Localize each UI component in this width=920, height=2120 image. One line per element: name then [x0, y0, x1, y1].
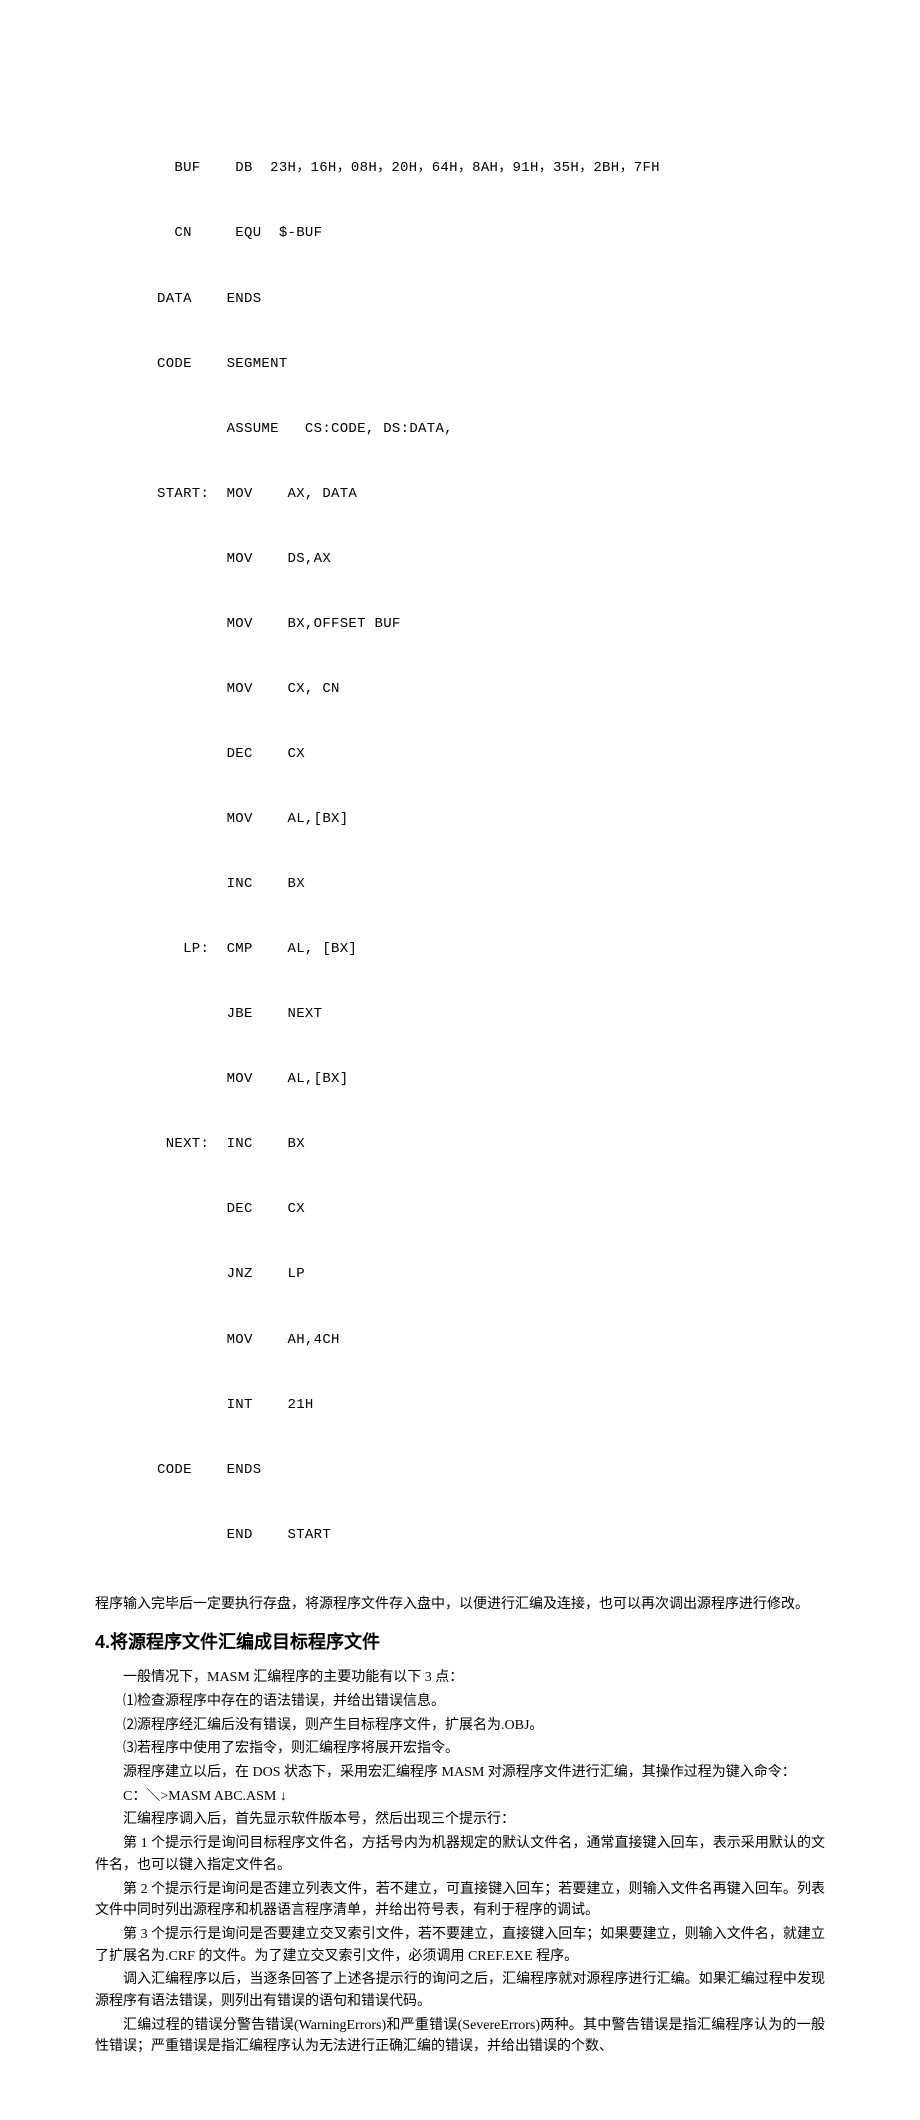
code-line: LP: CMP AL, [BX]	[95, 939, 825, 961]
body-paragraph: 汇编程序调入后，首先显示软件版本号，然后出现三个提示行：	[95, 1809, 825, 1831]
code-line: NEXT: INC BX	[95, 1134, 825, 1156]
code-line: BUF DB 23H，16H，08H，20H，64H，8AH，91H，35H，2…	[95, 158, 825, 180]
code-line: MOV AL,[BX]	[95, 1069, 825, 1091]
code-line: DEC CX	[95, 744, 825, 766]
code-line: END START	[95, 1525, 825, 1547]
code-line: CODE SEGMENT	[95, 354, 825, 376]
code-line: JNZ LP	[95, 1264, 825, 1286]
body-paragraph: ⑵源程序经汇编后没有错误，则产生目标程序文件，扩展名为.OBJ。	[95, 1715, 825, 1737]
body-paragraph: 第 2 个提示行是询问是否建立列表文件，若不建立，可直接键入回车；若要建立，则输…	[95, 1879, 825, 1922]
code-line: MOV CX, CN	[95, 679, 825, 701]
command-line: C：＼>MASM ABC.ASM ↓	[95, 1786, 825, 1808]
post-code-paragraph: 程序输入完毕后一定要执行存盘，将源程序文件存入盘中，以便进行汇编及连接，也可以再…	[95, 1594, 825, 1616]
document-page: BUF DB 23H，16H，08H，20H，64H，8AH，91H，35H，2…	[0, 0, 920, 2120]
code-line: DATA ENDS	[95, 289, 825, 311]
code-line: INC BX	[95, 874, 825, 896]
code-line: CN EQU $-BUF	[95, 223, 825, 245]
code-line: JBE NEXT	[95, 1004, 825, 1026]
body-paragraph: 第 3 个提示行是询问是否要建立交叉索引文件，若不要建立，直接键入回车；如果要建…	[95, 1924, 825, 1967]
body-paragraph: ⑴检查源程序中存在的语法错误，并给出错误信息。	[95, 1691, 825, 1713]
body-paragraph: 调入汇编程序以后，当逐条回答了上述各提示行的询问之后，汇编程序就对源程序进行汇编…	[95, 1969, 825, 2012]
body-paragraph: 一般情况下，MASM 汇编程序的主要功能有以下 3 点：	[95, 1667, 825, 1689]
code-line: CODE ENDS	[95, 1460, 825, 1482]
code-line: MOV AL,[BX]	[95, 809, 825, 831]
code-line: INT 21H	[95, 1395, 825, 1417]
body-paragraph: 第 1 个提示行是询问目标程序文件名，方括号内为机器规定的默认文件名，通常直接键…	[95, 1833, 825, 1876]
assembly-code-block: BUF DB 23H，16H，08H，20H，64H，8AH，91H，35H，2…	[95, 115, 825, 1590]
body-paragraph: ⑶若程序中使用了宏指令，则汇编程序将展开宏指令。	[95, 1738, 825, 1760]
section-heading-4: 4.将源程序文件汇编成目标程序文件	[95, 1629, 825, 1657]
body-paragraph: 源程序建立以后，在 DOS 状态下，采用宏汇编程序 MASM 对源程序文件进行汇…	[95, 1762, 825, 1784]
code-line: MOV AH,4CH	[95, 1330, 825, 1352]
code-line: ASSUME CS:CODE, DS:DATA,	[95, 419, 825, 441]
code-line: DEC CX	[95, 1199, 825, 1221]
body-paragraph: 汇编过程的错误分警告错误(WarningErrors)和严重错误(SevereE…	[95, 2015, 825, 2058]
code-line: START: MOV AX, DATA	[95, 484, 825, 506]
code-line: MOV DS,AX	[95, 549, 825, 571]
code-line: MOV BX,OFFSET BUF	[95, 614, 825, 636]
